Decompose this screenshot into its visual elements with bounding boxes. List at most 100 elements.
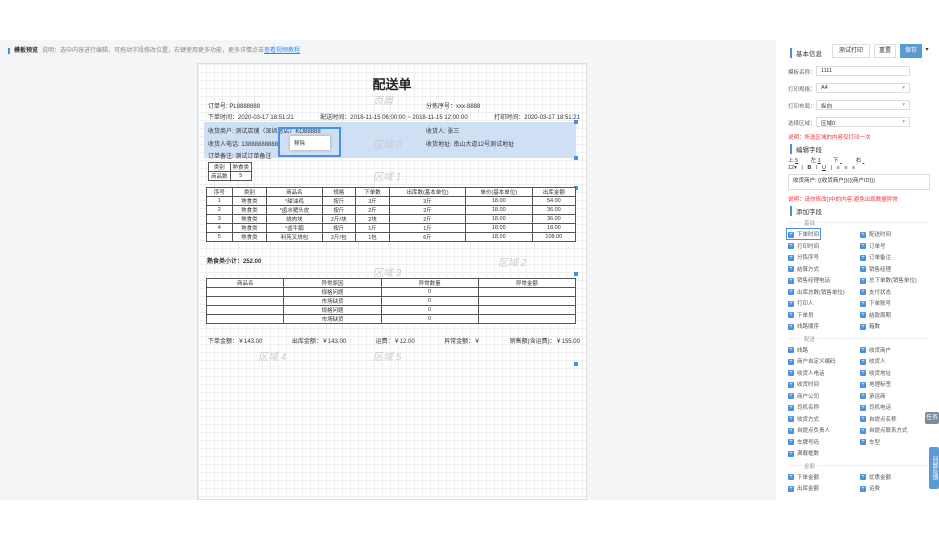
order-time[interactable]: 下单时间：2020-03-17 18:51:21 bbox=[208, 115, 294, 121]
feedback-tab[interactable]: 问题反馈 bbox=[929, 447, 939, 489]
add-field-item[interactable]: + 订单备注 bbox=[860, 253, 891, 261]
selected-field-box[interactable]: 移除 bbox=[278, 127, 341, 157]
margin-left-input[interactable]: 1 bbox=[817, 158, 821, 164]
add-field-item[interactable]: + 下单时间 bbox=[785, 228, 822, 240]
add-field-item[interactable]: + 分拣序号 bbox=[788, 253, 819, 261]
underline-button[interactable]: U bbox=[821, 165, 826, 171]
sales-amount[interactable]: 销售额(含运费)：￥155.00 bbox=[509, 339, 580, 345]
add-field-item[interactable]: + 自提点负责人 bbox=[788, 426, 830, 434]
add-field-item[interactable]: + 收货时间 bbox=[788, 380, 819, 388]
add-field-item[interactable]: + 结款周期 bbox=[860, 311, 891, 319]
add-field-item[interactable]: + 下单金额 bbox=[788, 473, 819, 481]
add-field-item[interactable]: + 地理标签 bbox=[860, 380, 891, 388]
receiver-field[interactable]: 收货人: 张三 bbox=[426, 129, 460, 135]
add-field-item[interactable]: + 线路顺序 bbox=[788, 322, 819, 330]
align-left-icon[interactable]: ≡ bbox=[836, 165, 840, 171]
resize-handle[interactable] bbox=[574, 156, 578, 160]
remark-field[interactable]: 订单备注: 测试订单备注 bbox=[208, 154, 272, 160]
italic-button[interactable]: I bbox=[815, 165, 818, 171]
print-layout-select[interactable]: 纵向 ▾ bbox=[816, 100, 910, 110]
add-field-item[interactable]: + 商户自定义编码 bbox=[788, 357, 836, 365]
address-field[interactable]: 收货地址: 南山大道12号测试地址 bbox=[426, 142, 515, 148]
margin-right-input[interactable] bbox=[863, 158, 877, 164]
add-field-item[interactable]: + 出库总数(销售单位) bbox=[788, 288, 845, 296]
items-table[interactable]: 序号 类别 商品名 规格 下单数 出库数(基本单位) 单价(基本单位) 出库金额 1 熟食类 *甜油… bbox=[206, 187, 577, 242]
align-right-icon[interactable]: ≡ bbox=[851, 165, 856, 171]
print-template-paper[interactable]: 配送单 页眉 订单号: PL8888888 分拣序号：xxx-8888 下单时间… bbox=[197, 63, 587, 500]
table-cell: 利苑叉烧包 bbox=[266, 232, 323, 242]
add-field-item[interactable]: + 收货地址 bbox=[860, 369, 891, 377]
resize-handle[interactable] bbox=[574, 362, 578, 366]
add-field-item[interactable]: + 承运商 bbox=[860, 392, 886, 400]
order-no[interactable]: 订单号: PL8888888 bbox=[208, 104, 261, 110]
doc-title[interactable]: 配送单 bbox=[372, 77, 412, 92]
add-field-item[interactable]: + 线路 bbox=[788, 346, 808, 354]
total-out-amount[interactable]: 出库金额：￥143.00 bbox=[291, 339, 347, 345]
context-menu-remove[interactable]: 移除 bbox=[290, 136, 330, 150]
zone-select[interactable]: 区域0 ▾ bbox=[816, 117, 910, 127]
add-field-item[interactable]: + 自提点名称 bbox=[860, 415, 897, 423]
add-field-item[interactable]: + 满载框数 bbox=[788, 449, 819, 457]
test-print-button[interactable]: 测试打印 bbox=[832, 44, 870, 58]
add-field-item[interactable]: + 车型 bbox=[860, 438, 880, 446]
video-tutorial-link[interactable]: 查看视频教程 bbox=[264, 48, 301, 54]
margin-inputs[interactable]: 上 5 左 1 下 右 bbox=[788, 156, 877, 164]
add-field-item[interactable]: + 司机电话 bbox=[860, 403, 891, 411]
add-field-item[interactable]: + 优惠金额 bbox=[860, 473, 891, 481]
font-size-select[interactable]: 12 bbox=[788, 165, 795, 171]
resize-handle[interactable] bbox=[574, 120, 578, 124]
template-name-input[interactable]: 1111 bbox=[816, 66, 910, 76]
add-field-item[interactable]: + 销售经理电话 bbox=[788, 276, 830, 284]
save-dropdown-caret[interactable]: ▾ bbox=[922, 44, 932, 58]
add-field-item[interactable]: + 自提点联系方式 bbox=[860, 426, 908, 434]
add-field-item[interactable]: + 总下单数(销售单位) bbox=[860, 276, 917, 284]
add-field-item[interactable]: + 订单号 bbox=[860, 242, 886, 250]
add-field-item[interactable]: + 车牌号码 bbox=[788, 438, 819, 446]
subtotal[interactable]: 熟食类小计：252.00 bbox=[207, 259, 262, 265]
margin-bottom-input[interactable] bbox=[840, 158, 854, 164]
margin-top-input[interactable]: 5 bbox=[795, 158, 799, 164]
add-field-item[interactable]: + 支付状态 bbox=[860, 288, 891, 296]
phone-field[interactable]: 收货人电话: 13888888888 bbox=[208, 142, 279, 148]
resize-handle[interactable] bbox=[574, 186, 578, 190]
add-field-item[interactable]: + 收货商户 bbox=[860, 346, 891, 354]
sort-no[interactable]: 分拣序号：xxx-8888 bbox=[426, 104, 481, 110]
table-cell: 1包 bbox=[354, 232, 391, 242]
add-field-item[interactable]: + 收货人电话 bbox=[788, 369, 825, 377]
add-field-item[interactable]: + 打印时间 bbox=[788, 242, 819, 250]
freight[interactable]: 运费：￥12.00 bbox=[375, 339, 415, 345]
merchant-field[interactable]: 收货商户: 测试店铺（深圳总店）KO88888 bbox=[208, 129, 321, 135]
add-field-item[interactable]: + 运费 bbox=[860, 484, 880, 492]
task-tab[interactable]: 任务 bbox=[925, 412, 939, 424]
section-add-field: 添加字段 bbox=[790, 206, 822, 216]
bold-button[interactable]: B bbox=[807, 165, 812, 171]
add-field-item[interactable]: + 结算方式 bbox=[788, 265, 819, 273]
add-field-item[interactable]: + 配送时间 bbox=[860, 230, 891, 238]
print-spec-select[interactable]: A4 ▾ bbox=[816, 83, 910, 93]
add-field-item[interactable]: + 销售经理 bbox=[860, 265, 891, 273]
resize-handle[interactable] bbox=[574, 272, 578, 276]
add-field-item[interactable]: + 收货人 bbox=[860, 357, 886, 365]
total-order-amount[interactable]: 下单金额：￥143.00 bbox=[208, 339, 263, 345]
save-button[interactable]: 保存 bbox=[900, 44, 922, 58]
add-field-item[interactable]: + 箱数 bbox=[860, 322, 880, 330]
field-label: 商户公司 bbox=[797, 393, 820, 400]
add-field-item[interactable]: + 打印人 bbox=[788, 299, 814, 307]
add-field-item[interactable]: + 收货方式 bbox=[788, 415, 819, 423]
zone-0[interactable] bbox=[204, 122, 576, 158]
add-field-item[interactable]: + 商户公司 bbox=[788, 392, 819, 400]
abnormal-table[interactable]: 商品名 异常原因 异常数量 异常金额 规格问题 0 市场缺货 0 规格问题 0 市场缺货 0 bbox=[205, 278, 577, 324]
zone-label: 选择区域： bbox=[788, 121, 816, 127]
add-field-item[interactable]: + 司机名称 bbox=[788, 403, 819, 411]
align-center-icon[interactable]: ≡ bbox=[844, 165, 848, 171]
abnormal-amount[interactable]: 异常金额：￥ bbox=[444, 339, 481, 345]
summary-table[interactable]: 类别 熟食类 商品数 5 bbox=[208, 162, 253, 181]
column-header: 异常金额 bbox=[477, 278, 577, 288]
add-field-item[interactable]: + 出库金额 bbox=[788, 484, 819, 492]
print-time[interactable]: 打印时间：2020-03-17 18:51:21 bbox=[494, 115, 580, 121]
delivery-time[interactable]: 配送时间：2018-11-15 06:00:00 ~ 2018-11-15 12… bbox=[320, 115, 468, 121]
field-text-area[interactable]: 收货商户: {{收货商户}}({{商户ID}}) bbox=[788, 174, 930, 190]
add-field-item[interactable]: + 下单账号 bbox=[860, 299, 891, 307]
add-field-item[interactable]: + 下单员 bbox=[788, 311, 814, 319]
reset-button[interactable]: 重置 bbox=[874, 44, 896, 58]
